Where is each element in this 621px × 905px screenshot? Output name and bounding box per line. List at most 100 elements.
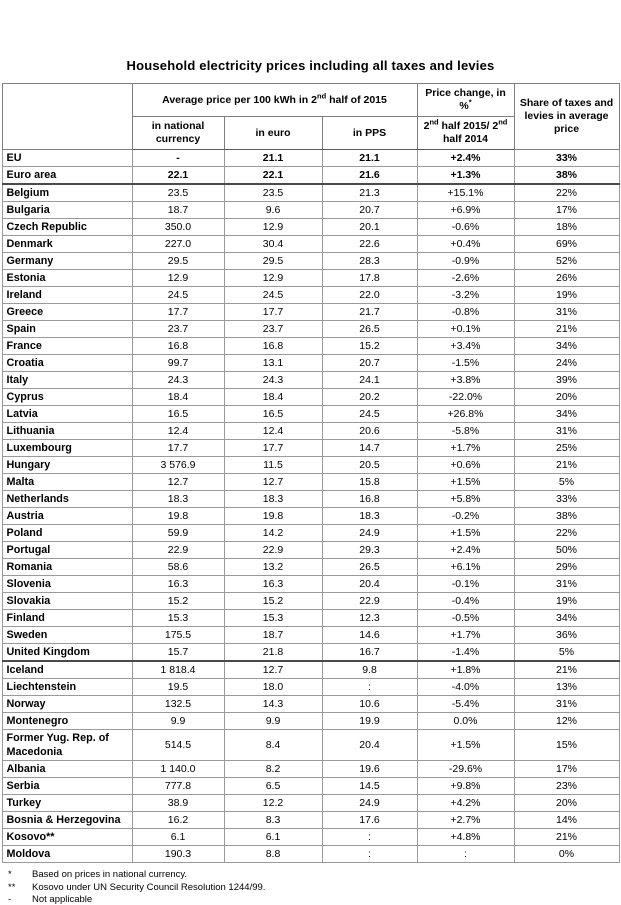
cell-euro: 14.3 (223, 695, 323, 713)
cell-change: +2.7% (416, 811, 515, 829)
cell-national: 99.7 (131, 354, 225, 372)
cell-pps: 29.3 (321, 541, 418, 559)
cell-change: -0.4% (416, 592, 515, 610)
cell-euro: 11.5 (223, 456, 323, 474)
footnote-text: Based on prices in national currency. (32, 869, 188, 880)
footnotes: * Based on prices in national currency. **… (8, 869, 621, 905)
country-name: Turkey (1, 794, 133, 812)
cell-national: 9.9 (131, 712, 225, 730)
table-row: EU -21.1 21.1 +2.4% 33% (1, 149, 620, 167)
cell-change: -0.1% (416, 575, 515, 593)
cell-pps: 12.3 (321, 609, 418, 627)
cell-pps: 19.6 (321, 760, 418, 778)
cell-pps: 20.7 (321, 201, 418, 219)
cell-pps: 17.6 (321, 811, 418, 829)
cell-share: 38% (513, 507, 620, 525)
table-row: France 16.8 16.8 15.2 +3.4% 34% (1, 337, 620, 355)
cell-pps: 20.4 (321, 575, 418, 593)
table-row: Malta 12.7 12.7 15.8 +1.5% 5% (1, 473, 620, 491)
cell-change: -1.5% (416, 354, 515, 372)
cell-share: 21% (513, 320, 620, 338)
cell-national: 3 576.9 (131, 456, 225, 474)
cell-pps: 15.8 (321, 473, 418, 491)
country-name: Czech Republic (1, 218, 133, 236)
cell-euro: 16.8 (223, 337, 323, 355)
cell-pps: 24.9 (321, 794, 418, 812)
cell-share: 20% (513, 794, 620, 812)
cell-euro: 8.3 (223, 811, 323, 829)
cell-change: +26.8% (416, 405, 515, 423)
cell-pps: 9.8 (321, 660, 418, 679)
cell-change: +0.6% (416, 456, 515, 474)
page-title: Household electricity prices including a… (126, 58, 495, 73)
cell-euro: 16.3 (223, 575, 323, 593)
cell-share: 20% (513, 388, 620, 406)
table-row: Ireland 24.5 24.5 22.0 -3.2% 19% (1, 286, 620, 304)
table-row: Bulgaria 18.7 9.6 20.7 +6.9% 17% (1, 201, 620, 219)
cell-share: 50% (513, 541, 620, 559)
cell-euro: 22.9 (223, 541, 323, 559)
cell-national: 12.9 (131, 269, 225, 287)
table-row: Finland 15.3 15.3 12.3 -0.5% 34% (1, 609, 620, 627)
table-row: Montenegro 9.9 9.9 19.9 0.0% 12% (1, 712, 620, 730)
cell-national: 12.7 (131, 473, 225, 491)
cell-change: -0.6% (416, 218, 515, 236)
cell-change: +2.4% (416, 149, 515, 167)
cell-pps: 20.4 (321, 729, 418, 761)
country-name: Bosnia & Herzegovina (1, 811, 133, 829)
country-name: Serbia (1, 777, 133, 795)
table-row: Italy 24.3 24.3 24.1 +3.8% 39% (1, 371, 620, 389)
header-row-subcolumns: in national currency in euro in PPS 2nd … (2, 116, 619, 150)
cell-euro: 30.4 (223, 235, 323, 253)
cell-national: 38.9 (131, 794, 225, 812)
cell-euro: 12.9 (223, 218, 323, 236)
cell-share: 15% (513, 729, 620, 761)
cell-national: 18.7 (131, 201, 225, 219)
cell-national: 16.3 (131, 575, 225, 593)
cell-share: 21% (513, 660, 620, 679)
cell-change: -29.6% (416, 760, 515, 778)
electricity-prices-table: Average price per 100 kWh in 2nd half of… (1, 83, 620, 863)
header-price-change-group: Price change, in %* (416, 83, 515, 117)
cell-change: -0.8% (416, 303, 515, 321)
country-name: Germany (1, 252, 133, 270)
table-row: Croatia 99.7 13.1 20.7 -1.5% 24% (1, 354, 620, 372)
corner-cell (1, 83, 133, 150)
cell-pps: 19.9 (321, 712, 418, 730)
page: Household electricity prices including a… (0, 58, 621, 905)
cell-national: 23.7 (131, 320, 225, 338)
country-name: Luxembourg (1, 439, 133, 457)
cell-euro: 18.4 (223, 388, 323, 406)
cell-euro: 8.8 (223, 845, 323, 863)
cell-share: 19% (513, 286, 620, 304)
cell-pps: 20.2 (321, 388, 418, 406)
cell-pps: 16.7 (321, 643, 418, 662)
cell-euro: 29.5 (223, 252, 323, 270)
footnote-marker: * (8, 869, 12, 880)
cell-national: 19.8 (131, 507, 225, 525)
cell-share: 13% (513, 678, 620, 696)
footnote-marker: - (8, 894, 12, 905)
table-row: Poland 59.9 14.2 24.9 +1.5% 22% (1, 524, 620, 542)
cell-national: 58.6 (131, 558, 225, 576)
country-name: Latvia (1, 405, 133, 423)
cell-euro: 12.7 (223, 660, 323, 679)
table-row: Spain 23.7 23.7 26.5 +0.1% 21% (1, 320, 620, 338)
cell-change: +5.8% (416, 490, 515, 508)
country-name: Bulgaria (1, 201, 133, 219)
cell-change: +1.5% (416, 473, 515, 491)
cell-share: 25% (513, 439, 620, 457)
country-name: Romania (1, 558, 133, 576)
table-row: Former Yug. Rep. of Macedonia 514.5 8.4 20.… (1, 729, 620, 761)
country-name: Ireland (1, 286, 133, 304)
cell-share: 14% (513, 811, 620, 829)
cell-national: 1 818.4 (131, 660, 225, 679)
country-name: Poland (1, 524, 133, 542)
cell-national: 175.5 (131, 626, 225, 644)
country-name: United Kingdom (1, 643, 133, 662)
table-row: Iceland 1 818.4 12.7 9.8 +1.8% 21% (1, 660, 620, 679)
cell-share: 22% (513, 183, 620, 202)
country-name: Cyprus (1, 388, 133, 406)
table-header: Average price per 100 kWh in 2nd half of… (1, 83, 620, 150)
cell-change: +4.8% (416, 828, 515, 846)
